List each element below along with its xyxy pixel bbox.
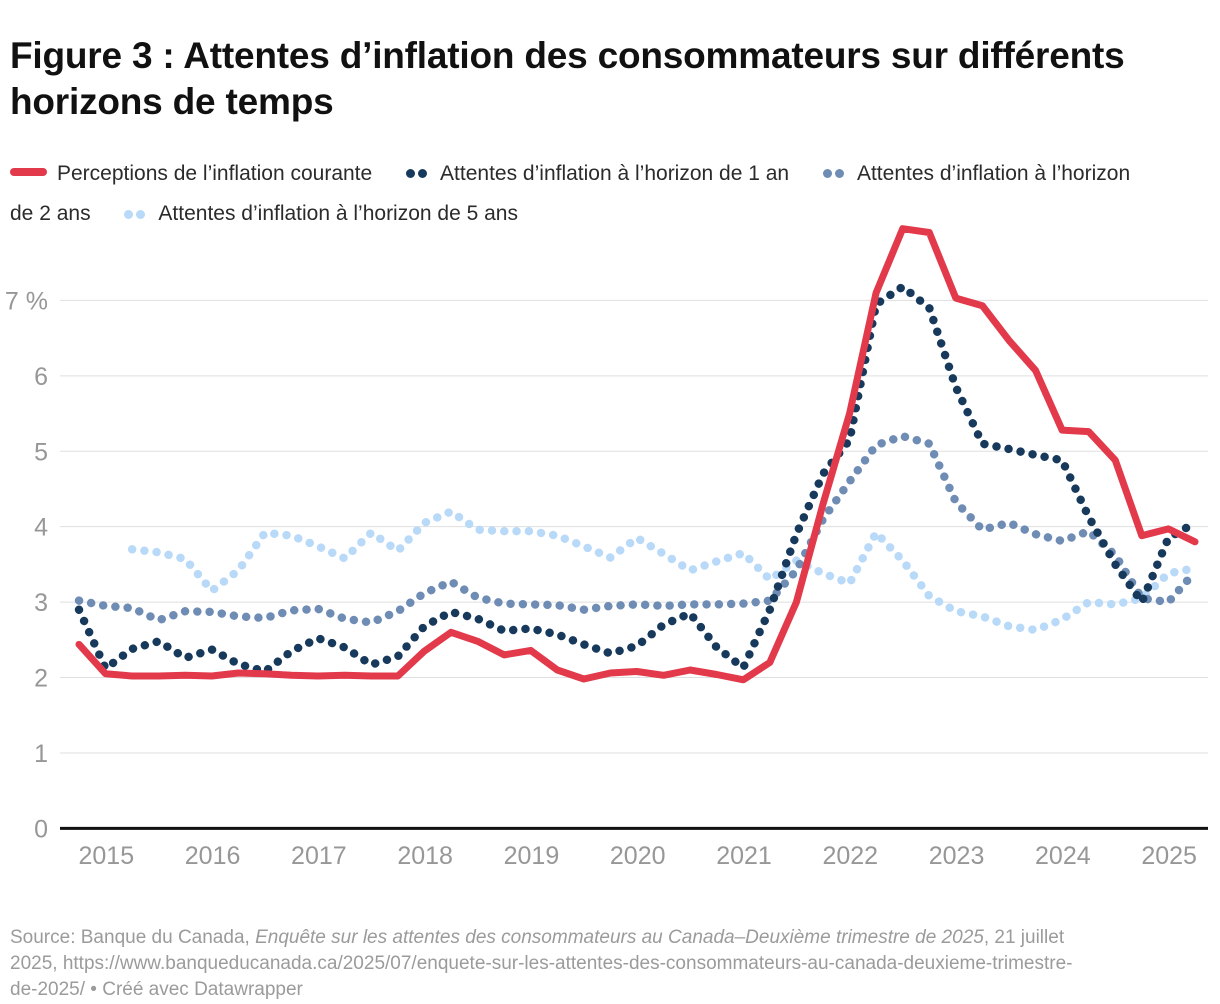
source-prefix: Source: Banque du Canada, bbox=[10, 927, 256, 948]
y-axis-label: 5 bbox=[34, 438, 48, 466]
series-perceptions bbox=[75, 225, 1199, 684]
legend-line-swatch bbox=[10, 168, 47, 177]
y-axis-label: 1 bbox=[34, 740, 48, 768]
y-axis-label: 3 bbox=[34, 589, 48, 617]
y-axis-label: 6 bbox=[34, 363, 48, 391]
legend-item-0: Perceptions de l’inflation courante bbox=[10, 162, 372, 185]
chart-area: 0 1 2 3 4 5 6 7 % 2015 2016 2017 2018 2019 2020 2021 20… bbox=[0, 205, 1220, 895]
legend-item-1: Attentes d’inflation à l’horizon de 1 an bbox=[406, 162, 789, 185]
x-axis-label: 2016 bbox=[185, 842, 241, 870]
legend-item-2: Attentes d’inflation à l’horizon de 2 an… bbox=[10, 162, 1130, 225]
x-axis-label: 2024 bbox=[1035, 842, 1091, 870]
y-axis-label: 7 % bbox=[5, 287, 48, 315]
y-axis-label: 0 bbox=[34, 815, 48, 843]
legend-label: Attentes d’inflation à l’horizon de 5 an… bbox=[158, 202, 518, 226]
x-axis-label: 2022 bbox=[822, 842, 878, 870]
legend-label: Attentes d’inflation à l’horizon de 2 an… bbox=[10, 162, 1131, 226]
series-5-ans bbox=[127, 507, 1200, 635]
chart-legend: Perceptions de l’inflation courante Atte… bbox=[10, 154, 1150, 235]
y-axis-label: 2 bbox=[34, 665, 48, 693]
y-axis-label: 4 bbox=[34, 514, 48, 542]
chart-svg: 0 1 2 3 4 5 6 7 % 2015 2016 2017 2018 2019 2020 2021 20… bbox=[5, 225, 1208, 870]
legend-dots-swatch bbox=[822, 152, 847, 192]
x-axis-label: 2018 bbox=[397, 842, 453, 870]
chart-title: Figure 3 : Attentes d’inflation des cons… bbox=[10, 34, 1125, 122]
x-axis-label: 2020 bbox=[610, 842, 666, 870]
legend-dots-swatch bbox=[406, 152, 430, 192]
legend-label: Attentes d’inflation à l’horizon de 1 an bbox=[440, 162, 790, 185]
x-axis-label: 2021 bbox=[716, 842, 772, 870]
legend-dots-swatch bbox=[124, 193, 148, 233]
series-2-ans bbox=[74, 431, 1200, 627]
x-axis-label: 2023 bbox=[929, 842, 985, 870]
source-publication: Enquête sur les attentes des consommateu… bbox=[255, 927, 984, 948]
source-url-and-credit: , 21 juillet 2025, https://www.banqueduc… bbox=[10, 927, 1073, 1001]
x-axis-label: 2019 bbox=[504, 842, 560, 870]
legend-item-3: Attentes d’inflation à l’horizon de 5 an… bbox=[124, 202, 518, 225]
legend-label: Perceptions de l’inflation courante bbox=[57, 162, 373, 185]
x-axis-label: 2017 bbox=[291, 842, 347, 870]
source-note: Source: Banque du Canada, Enquête sur le… bbox=[10, 925, 1080, 1004]
x-axis-label: 2015 bbox=[78, 842, 134, 870]
x-axis-label: 2025 bbox=[1141, 842, 1197, 870]
